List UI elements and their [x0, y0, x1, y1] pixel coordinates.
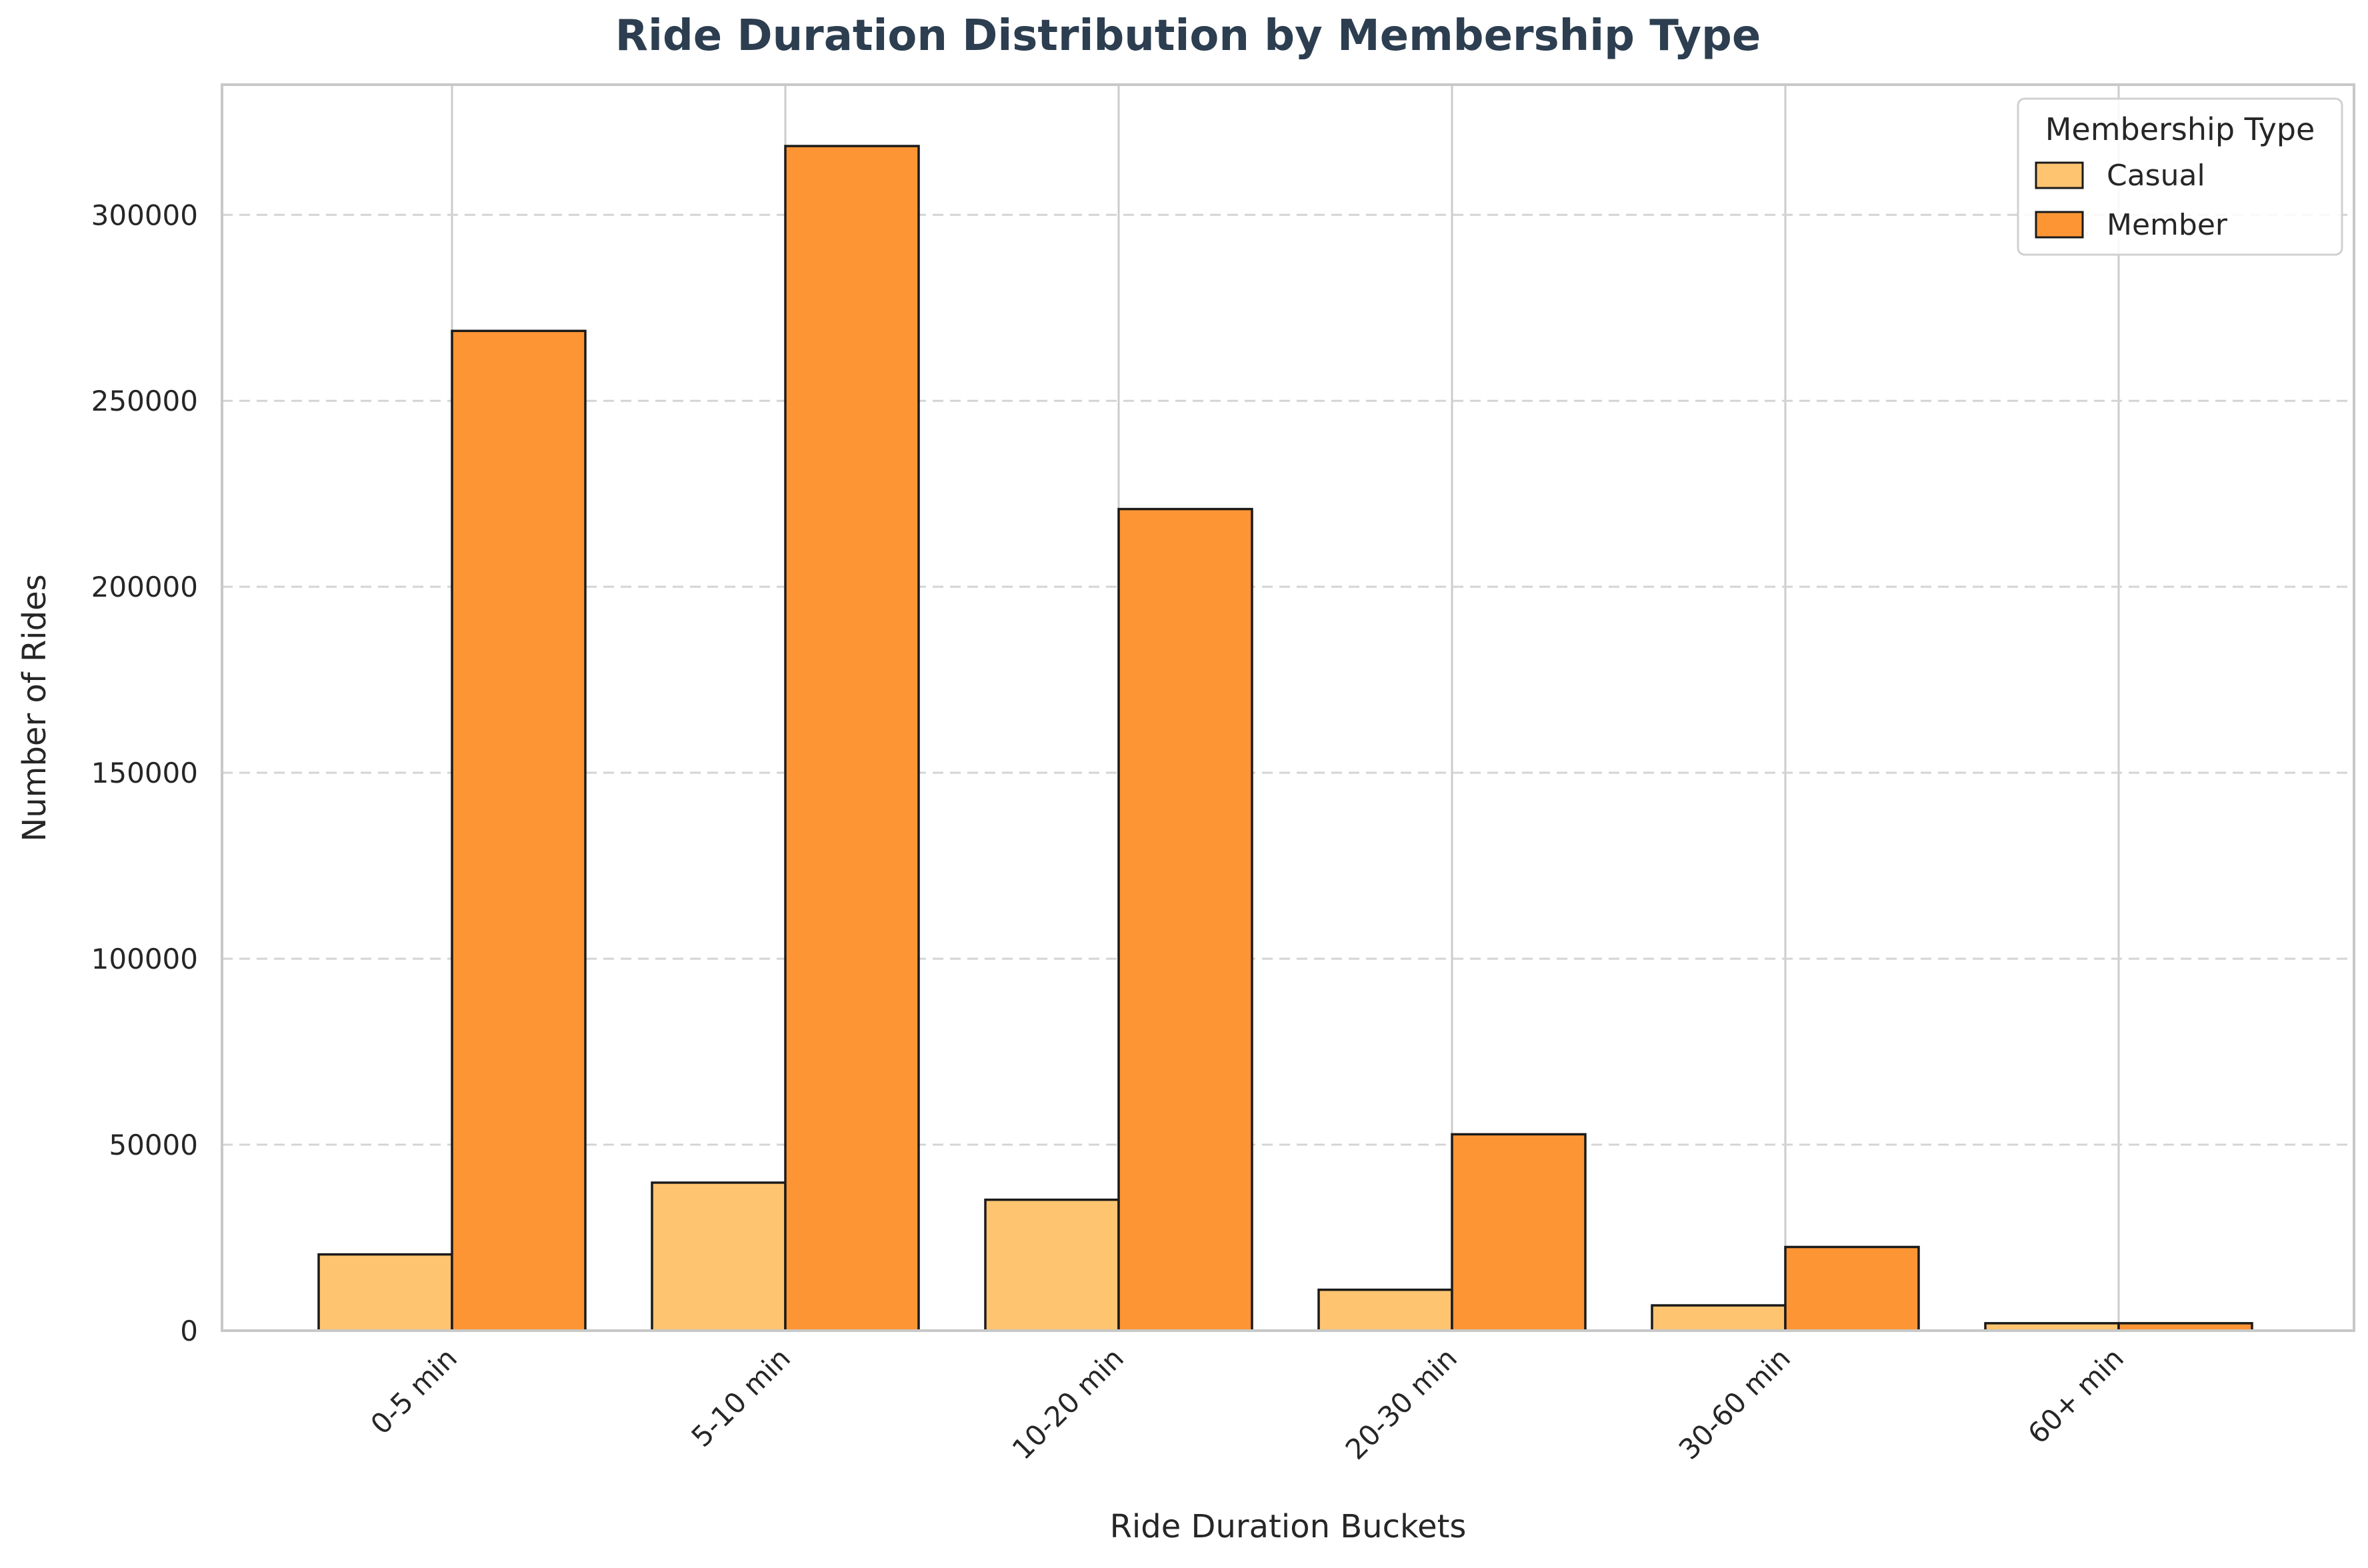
bar-member-0: [451, 329, 587, 1332]
plot-frame: [221, 83, 2355, 1332]
y-tick-label: 200000: [91, 571, 198, 603]
legend-swatch-member: [2035, 211, 2084, 239]
bar-casual-4: [1651, 1304, 1787, 1332]
bar-casual-1: [651, 1181, 787, 1332]
bar-member-1: [784, 145, 920, 1332]
bar-member-3: [1451, 1133, 1587, 1332]
legend-swatch-casual: [2035, 161, 2084, 189]
y-tick-label: 50000: [109, 1129, 198, 1161]
legend: Membership Type Casual Member: [2017, 97, 2343, 256]
legend-label-member: Member: [2107, 208, 2228, 242]
bar-member-2: [1117, 507, 1253, 1332]
y-tick-label: 0: [180, 1315, 198, 1347]
bar-casual-0: [317, 1253, 453, 1332]
bar-member-4: [1784, 1245, 1920, 1332]
legend-box: [2017, 97, 2343, 256]
chart-title: Ride Duration Distribution by Membership…: [615, 11, 1761, 61]
y-tick-label: 250000: [91, 385, 198, 417]
y-tick-label: 300000: [91, 199, 198, 231]
y-tick-label: 150000: [91, 757, 198, 789]
y-tick-label: 100000: [91, 943, 198, 975]
y-tick-labels: 0 50000 100000 150000 200000 250000 300000: [91, 199, 198, 1347]
legend-label-casual: Casual: [2107, 159, 2205, 193]
bar-casual-2: [984, 1198, 1120, 1332]
bar-casual-3: [1317, 1288, 1453, 1332]
x-axis-label: Ride Duration Buckets: [1110, 1508, 1467, 1545]
legend-items: Casual Member: [2035, 159, 2228, 242]
bar-layer: [317, 145, 2253, 1332]
y-axis-label: Number of Rides: [16, 574, 53, 841]
legend-title: Membership Type: [2045, 111, 2315, 147]
